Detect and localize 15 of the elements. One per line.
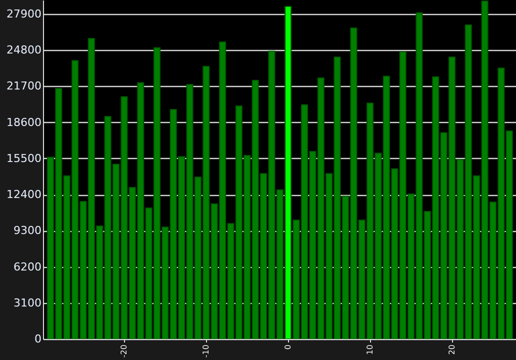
y-tick-label: 27900: [6, 7, 42, 20]
y-tick-label: 15500: [6, 152, 42, 165]
x-tick-label: 10: [366, 344, 375, 355]
x-tick-label: -20: [120, 344, 129, 358]
y-tick-label: 21700: [6, 80, 42, 93]
y-tick-label: 0: [34, 332, 42, 346]
y-tick-label: 18600: [6, 116, 42, 129]
y-tick-label: 9300: [14, 224, 42, 238]
x-tick-label: 20: [448, 344, 456, 355]
y-tick-label: 6200: [14, 260, 42, 274]
y-tick-label: 12400: [6, 188, 42, 202]
x-tick-label: 0: [284, 344, 293, 350]
x-tick-label: -10: [202, 344, 211, 358]
y-tick-label: 24800: [6, 44, 42, 57]
y-tick-label: 3100: [14, 296, 42, 310]
